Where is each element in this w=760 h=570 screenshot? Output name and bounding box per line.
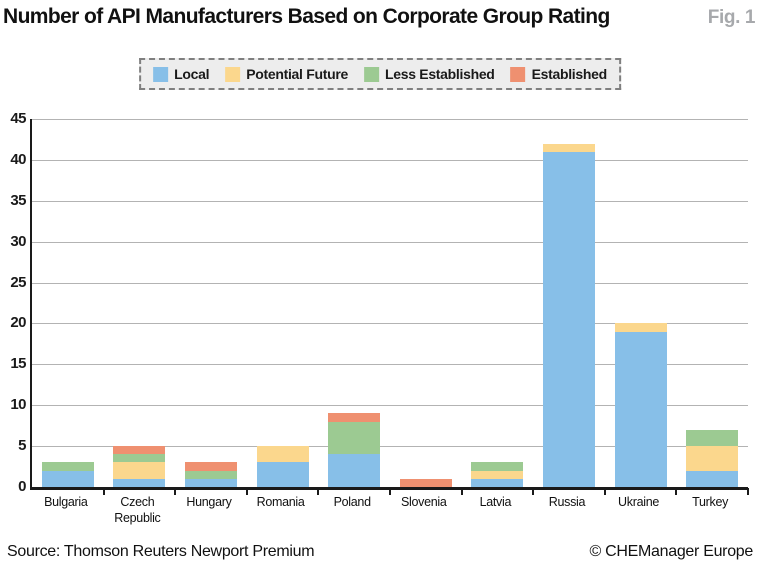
bar-hungary: [185, 462, 237, 487]
legend-item-potential-future: Potential Future: [225, 66, 348, 82]
figure-number-label: Fig. 1: [707, 7, 756, 28]
bar-segment-poland-established: [328, 413, 381, 422]
bar-segment-slovenia-established: [399, 478, 452, 487]
y-axis-tick-label-25: 25: [10, 273, 26, 291]
bar-segment-czech-republic-less-established: [113, 454, 166, 463]
legend-label: Less Established: [384, 66, 495, 82]
gridline-y-30: [32, 241, 748, 243]
bar-segment-czech-republic-potential-future: [113, 462, 166, 479]
y-axis-tick-label-45: 45: [10, 110, 26, 127]
bar-segment-turkey-potential-future: [686, 446, 739, 471]
bar-latvia: [471, 462, 524, 487]
bar-segment-poland-less-established: [328, 421, 381, 455]
y-axis-tick-label-5: 5: [18, 437, 26, 455]
y-axis-tick-label-10: 10: [10, 396, 26, 414]
legend-swatch-less-established: [363, 66, 379, 82]
gridline-y-20: [32, 323, 748, 325]
y-axis-tick-label-40: 40: [10, 150, 26, 168]
gridline-y-15: [32, 364, 748, 366]
page-title: Number of API Manufacturers Based on Cor…: [3, 5, 610, 28]
bar-russia: [543, 143, 595, 487]
chart-legend: Local Potential Future Less Established Est…: [139, 58, 621, 90]
gridline-y-25: [32, 282, 748, 284]
x-axis-tick: [603, 488, 606, 495]
x-axis-label-poland: Poland: [333, 495, 371, 509]
x-axis-tick: [317, 488, 320, 495]
legend-label: Local: [174, 66, 210, 82]
legend-label: Potential Future: [246, 66, 348, 82]
y-axis-tick-label-15: 15: [10, 355, 26, 373]
x-axis-label-ukraine: Ukraine: [618, 495, 660, 509]
bar-slovenia: [399, 478, 452, 487]
bar-segment-romania-potential-future: [256, 446, 309, 463]
x-axis-tick: [460, 488, 463, 495]
bar-segment-latvia-less-established: [471, 462, 524, 471]
bar-segment-turkey-local: [686, 470, 739, 487]
bar-segment-hungary-local: [185, 478, 237, 487]
bar-segment-hungary-established: [185, 462, 237, 471]
gridline-y-5: [32, 446, 748, 448]
x-axis-tick: [245, 488, 248, 495]
x-axis-label-romania: Romania: [256, 495, 305, 509]
bar-segment-bulgaria-less-established: [41, 462, 94, 471]
bar-segment-latvia-local: [471, 478, 524, 487]
gridline-y-40: [32, 159, 748, 161]
bar-segment-bulgaria-local: [41, 470, 94, 487]
legend-swatch-established: [510, 66, 526, 82]
x-axis-labels: Bulgaria Czech Republic Hungary Romania Pola…: [30, 494, 746, 527]
bar-bulgaria: [41, 462, 94, 487]
gridline-y-10: [32, 405, 748, 407]
x-axis-tick: [747, 488, 749, 495]
x-axis-tick: [389, 488, 391, 495]
bar-segment-russia-local: [543, 151, 595, 487]
y-axis-tick-label-35: 35: [10, 191, 26, 209]
source-note: Source: Thomson Reuters Newport Premium: [7, 543, 315, 560]
x-axis-label-bulgaria: Bulgaria: [44, 495, 88, 509]
y-axis-tick-label-0: 0: [18, 478, 26, 495]
bar-segment-czech-republic-established: [113, 446, 166, 455]
legend-swatch-potential-future: [225, 66, 241, 82]
bar-segment-ukraine-local: [614, 331, 667, 487]
bar-segment-poland-local: [328, 454, 381, 487]
x-axis-label-russia: Russia: [548, 495, 586, 509]
bar-segment-ukraine-potential-future: [614, 323, 667, 332]
bar-romania: [256, 446, 309, 487]
bar-poland: [328, 413, 381, 487]
bar-segment-russia-potential-future: [543, 143, 595, 152]
x-axis-label-turkey: Turkey: [692, 495, 729, 509]
copyright-credit: © CHEManager Europe: [589, 543, 753, 560]
y-axis-tick-label-30: 30: [10, 232, 26, 250]
x-axis-label-hungary: Hungary: [186, 495, 232, 509]
x-axis-tick: [102, 488, 105, 495]
legend-item-local: Local: [153, 66, 210, 82]
x-axis-label-slovenia: Slovenia: [400, 495, 447, 509]
bar-segment-czech-republic-local: [113, 478, 166, 487]
legend-swatch-local: [153, 66, 169, 82]
x-axis-tick: [174, 488, 177, 495]
legend-item-established: Established: [510, 66, 608, 82]
bar-segment-romania-local: [256, 462, 309, 487]
x-axis-tick: [675, 488, 678, 495]
legend-label: Established: [531, 66, 608, 82]
y-axis-tick-label-20: 20: [10, 314, 26, 332]
bar-segment-latvia-potential-future: [471, 470, 524, 479]
bar-ukraine: [614, 323, 667, 487]
bar-segment-hungary-less-established: [185, 470, 237, 479]
x-axis-label-latvia: Latvia: [479, 495, 512, 509]
gridline-y-45: [32, 119, 748, 120]
bar-segment-turkey-less-established: [686, 429, 739, 447]
x-axis-label-czech-republic: Czech Republic: [114, 495, 161, 526]
chart-plot-area: [30, 119, 749, 495]
legend-item-less-established: Less Established: [363, 66, 495, 82]
bar-turkey: [686, 429, 739, 487]
gridline-y-35: [32, 200, 748, 202]
bar-czech-republic: [113, 446, 166, 487]
x-axis-tick: [532, 488, 535, 495]
